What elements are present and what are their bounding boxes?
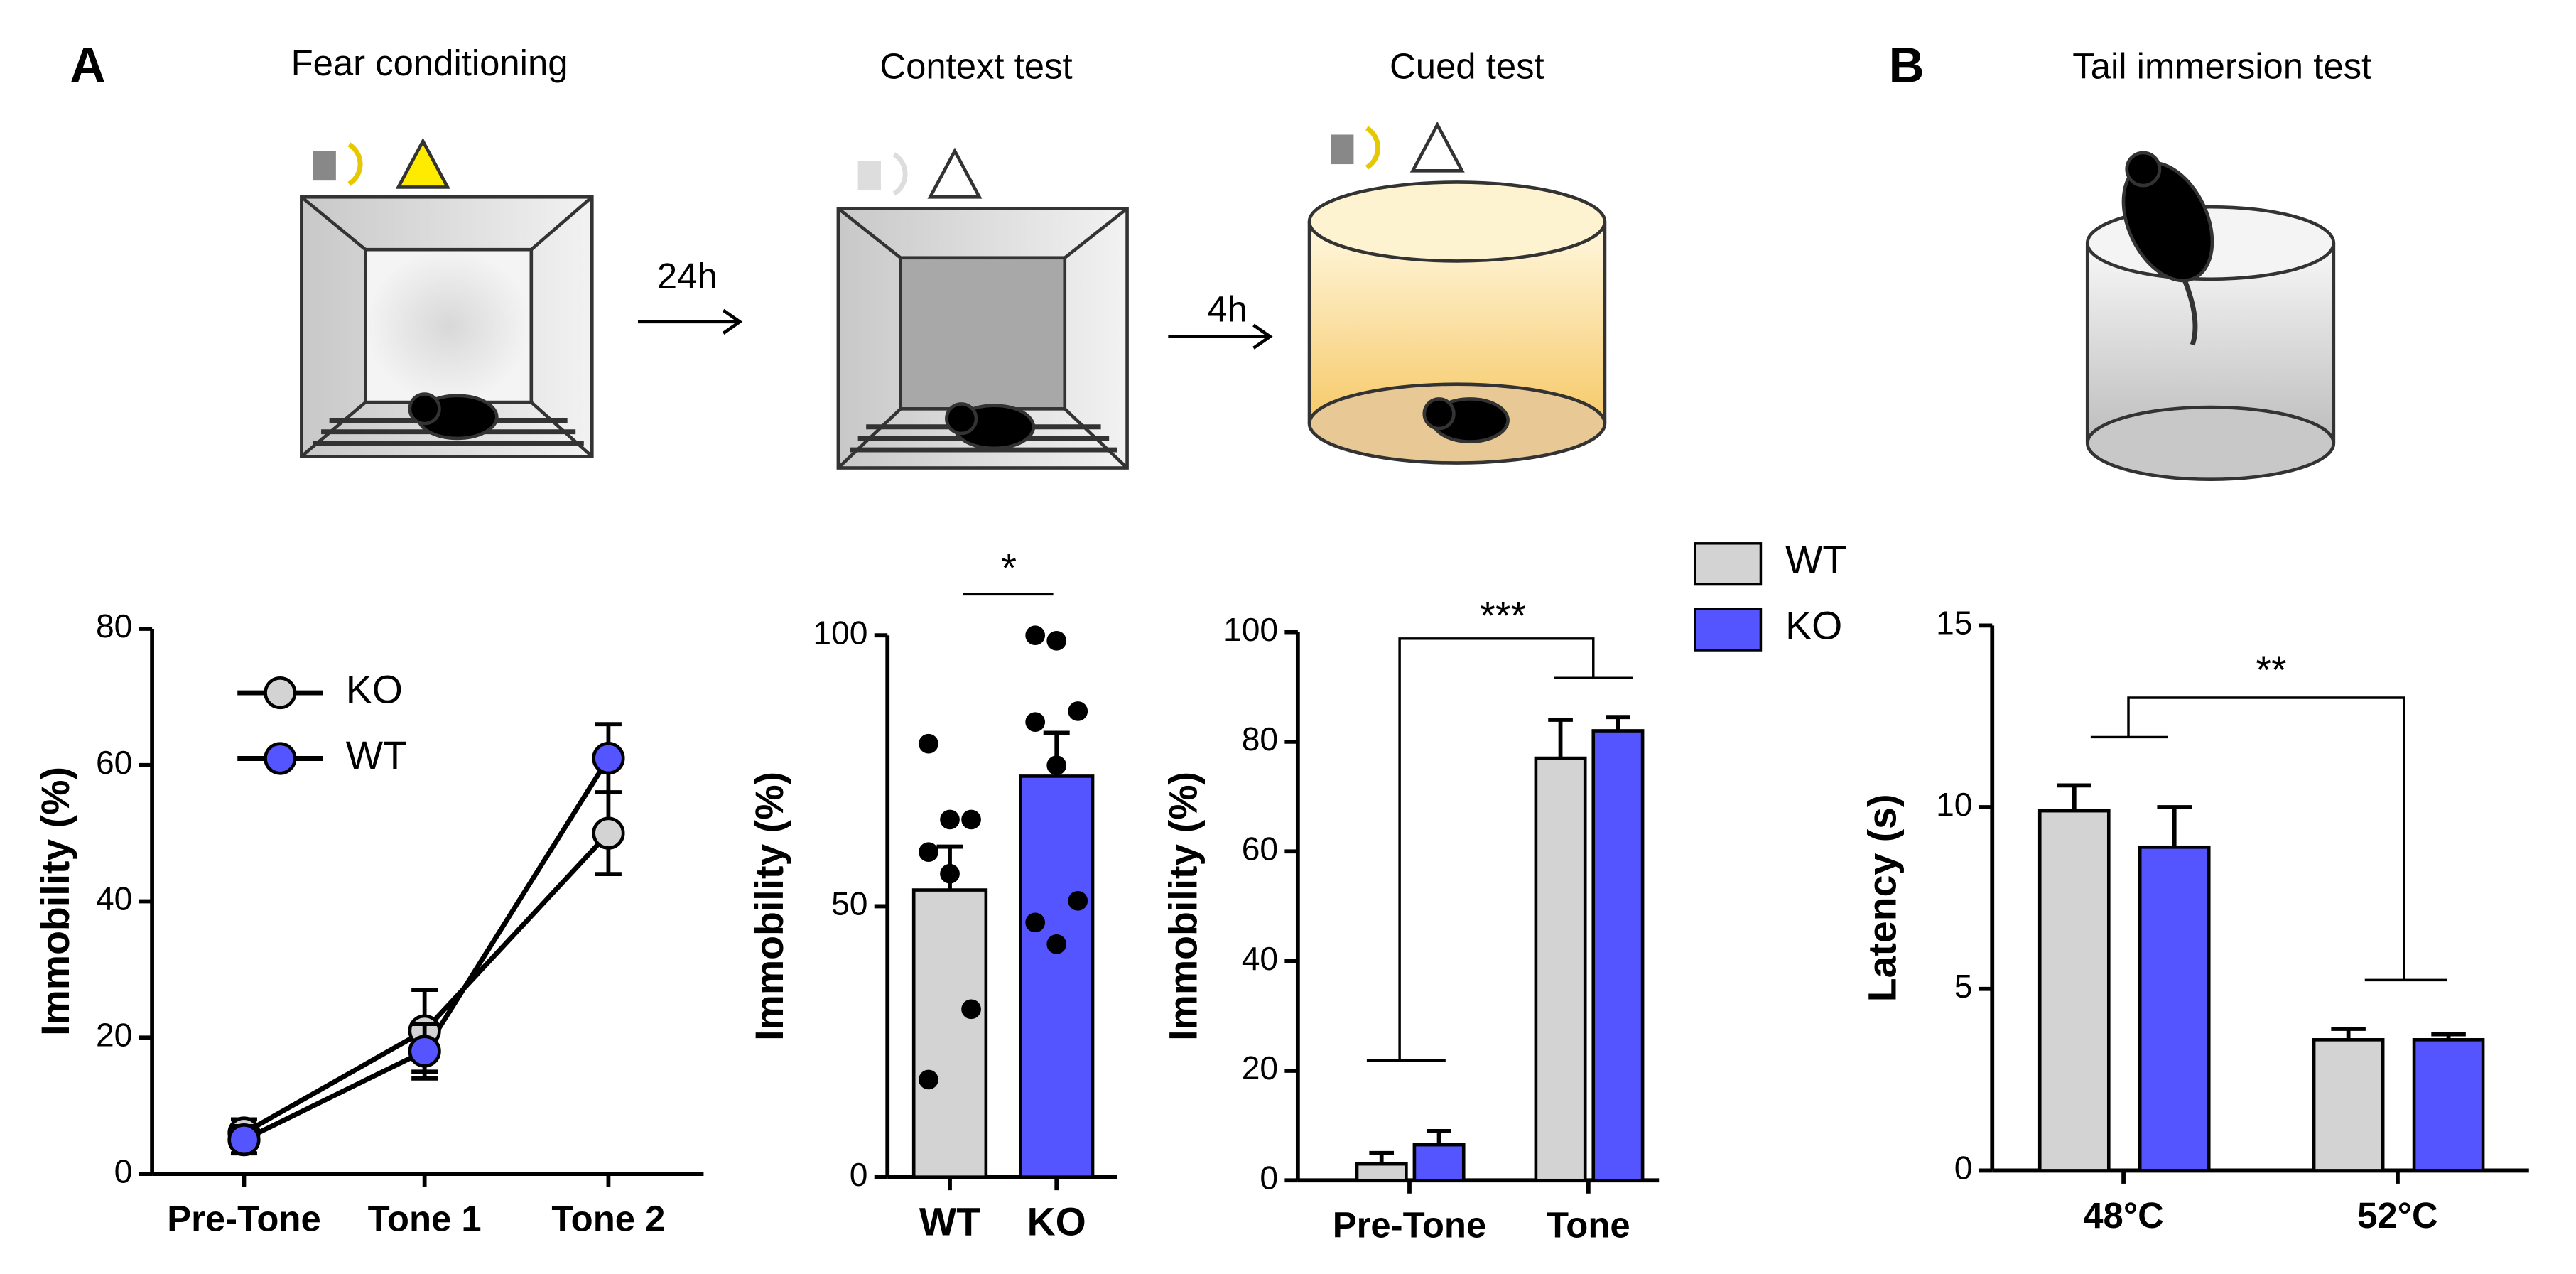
x-tick-label: Tone	[1547, 1205, 1630, 1246]
dot	[961, 809, 981, 830]
x-tick-label: Pre-Tone	[1333, 1205, 1487, 1246]
y-tick-label: 100	[813, 614, 867, 651]
point	[592, 742, 625, 775]
dot	[1046, 755, 1067, 776]
y-tick-label: 50	[831, 885, 867, 922]
y-axis-label: Immobility (%)	[1161, 772, 1205, 1041]
y-axis-label: Immobility (%)	[747, 772, 791, 1041]
legend-label: WT	[346, 733, 407, 777]
y-tick-label: 60	[96, 744, 132, 781]
x-tick-label: 52°C	[2357, 1195, 2438, 1236]
legend-swatch	[1694, 608, 1763, 652]
bar	[1355, 1162, 1408, 1182]
bar	[1019, 774, 1095, 1179]
step-title: Cued test	[1390, 45, 1544, 86]
y-tick-label: 0	[1260, 1160, 1278, 1197]
y-tick-label: 40	[1242, 940, 1278, 977]
point	[227, 1123, 261, 1157]
dot	[1025, 912, 1046, 933]
x-tick-label: Tone 1	[368, 1198, 482, 1238]
legend-label: WT	[1785, 538, 1846, 582]
bar	[1591, 729, 1645, 1182]
legend-swatch	[1694, 542, 1763, 586]
step-title: Tail immersion test	[2072, 45, 2371, 86]
y-axis-label: Immobility (%)	[33, 767, 77, 1036]
y-tick-label: 20	[1242, 1049, 1278, 1086]
x-tick-label: Tone 2	[551, 1198, 665, 1238]
cylinder	[1307, 121, 1607, 465]
x-tick-label: KO	[1027, 1199, 1086, 1243]
legend-label: KO	[346, 668, 403, 712]
dot	[1025, 712, 1046, 733]
bar	[2312, 1038, 2385, 1172]
point	[408, 1035, 441, 1068]
cylinder	[2085, 151, 2336, 481]
y-axis-label: Latency (s)	[1861, 794, 1905, 1003]
dot	[940, 809, 960, 830]
significance-bracket	[2090, 696, 2447, 982]
bar	[2138, 845, 2211, 1172]
bar	[1534, 756, 1587, 1182]
y-tick-label: 10	[1936, 786, 1972, 823]
dot	[1025, 625, 1046, 646]
legend-label: KO	[1785, 604, 1842, 648]
y-tick-label: 100	[1223, 611, 1278, 648]
x-tick-label: 48°C	[2083, 1195, 2164, 1236]
y-tick-label: 15	[1936, 605, 1972, 642]
bar	[2037, 809, 2111, 1172]
dot	[919, 842, 938, 863]
y-tick-label: 5	[1954, 968, 1973, 1005]
dot	[961, 999, 981, 1020]
significance-label: **	[2256, 648, 2286, 692]
dot	[919, 1069, 938, 1090]
significance-label: *	[1001, 546, 1017, 590]
dot	[919, 733, 938, 754]
x-tick-label: Pre-Tone	[167, 1198, 321, 1238]
bar	[1412, 1143, 1466, 1182]
step-title: Fear conditioning	[291, 43, 568, 83]
significance-bracket	[1366, 637, 1633, 1062]
arrows	[638, 308, 1273, 350]
dot	[1068, 890, 1088, 911]
y-tick-label: 0	[114, 1152, 133, 1189]
dot	[940, 863, 960, 884]
significance-label: ***	[1480, 594, 1526, 638]
series-line	[242, 757, 611, 1143]
panel-label: B	[1889, 37, 1925, 92]
chamber	[300, 137, 594, 458]
point	[592, 816, 625, 850]
legend-marker	[264, 742, 297, 775]
dot	[1046, 934, 1067, 954]
x-tick-label: WT	[919, 1199, 980, 1243]
interval: 24h	[657, 256, 718, 296]
y-tick-label: 0	[1954, 1150, 1973, 1187]
dot	[1068, 701, 1088, 721]
bar	[911, 888, 988, 1179]
y-tick-label: 0	[850, 1156, 868, 1193]
y-tick-label: 80	[96, 608, 132, 644]
interval: 4h	[1207, 288, 1248, 329]
bar	[2412, 1038, 2485, 1172]
step-title: Context test	[880, 45, 1072, 86]
legend-marker	[264, 676, 297, 710]
chamber	[836, 147, 1129, 470]
series-line	[242, 831, 610, 1135]
y-tick-label: 60	[1242, 830, 1278, 867]
y-tick-label: 20	[96, 1016, 132, 1053]
dot	[1046, 630, 1067, 651]
y-tick-label: 80	[1242, 720, 1278, 757]
panel-label: A	[70, 37, 106, 92]
y-tick-label: 40	[96, 880, 132, 917]
